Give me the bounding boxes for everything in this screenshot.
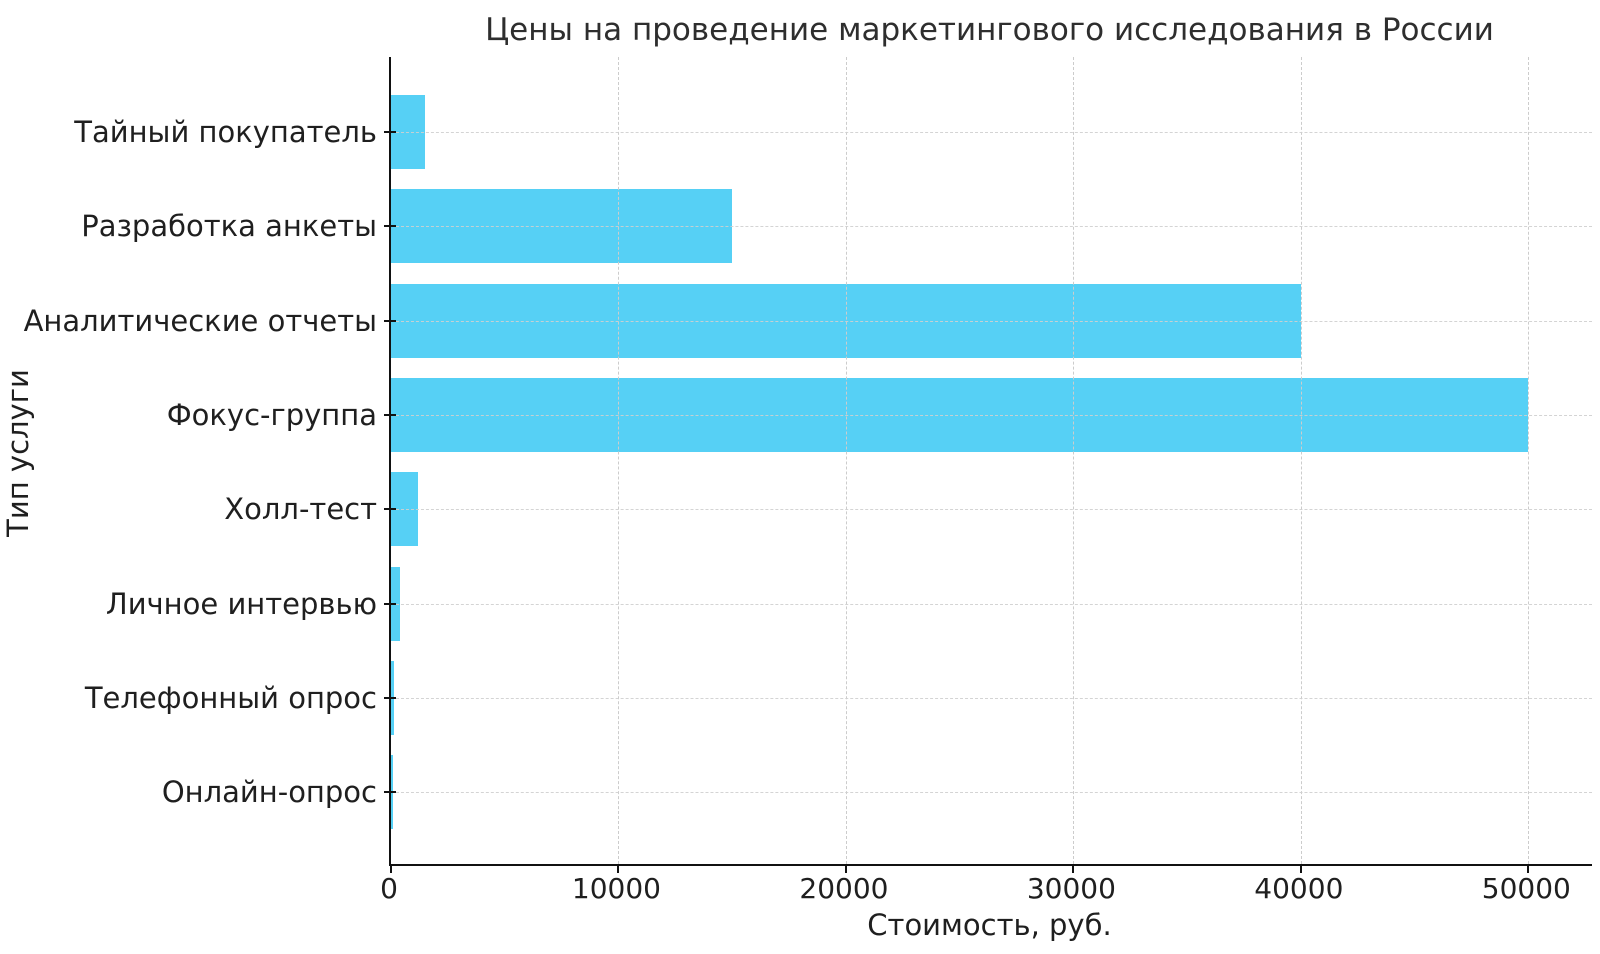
x-gridline <box>618 57 620 864</box>
x-gridline <box>845 57 847 864</box>
x-tick-label: 0 <box>380 872 398 905</box>
y-category-label: Фокус-группа <box>166 397 377 432</box>
y-category-label: Аналитические отчеты <box>23 303 377 338</box>
y-gridline <box>391 226 1592 228</box>
y-gridline <box>391 132 1592 133</box>
y-category-label: Личное интервью <box>105 586 377 621</box>
chart-title: Цены на проведение маркетингового исслед… <box>485 12 1494 48</box>
x-tick <box>1072 866 1075 873</box>
y-tick <box>384 791 396 794</box>
x-gridline <box>1073 57 1075 864</box>
x-tick-label: 10000 <box>571 872 661 905</box>
y-category-label: Холл-тест <box>224 492 377 527</box>
y-gridline <box>391 509 1592 511</box>
x-tick <box>617 866 620 873</box>
y-tick <box>384 696 396 699</box>
x-tick-label: 30000 <box>1026 872 1116 905</box>
x-tick <box>390 866 392 873</box>
y-category-label: Тайный покупатель <box>74 115 377 149</box>
x-tick <box>844 866 847 873</box>
x-tick-label: 50000 <box>1481 872 1571 905</box>
y-category-label: Разработка анкеты <box>81 209 377 244</box>
y-tick <box>384 131 396 133</box>
y-category-label: Онлайн-опрос <box>161 775 377 810</box>
y-gridline <box>391 792 1592 794</box>
y-gridline <box>391 414 1592 416</box>
plot-area <box>384 57 1592 873</box>
y-gridline <box>391 603 1592 605</box>
x-axis-label: Стоимость, руб. <box>867 908 1112 942</box>
y-gridline <box>391 697 1592 699</box>
x-gridline <box>1300 57 1302 864</box>
y-tick <box>384 508 396 511</box>
y-tick <box>384 602 396 605</box>
y-gridline <box>391 320 1592 322</box>
x-tick <box>1527 866 1530 873</box>
y-tick <box>384 225 396 228</box>
x-tick <box>1299 866 1302 873</box>
y-tick <box>384 413 396 416</box>
x-tick-label: 40000 <box>1254 872 1344 905</box>
x-gridline <box>1528 57 1530 864</box>
x-tick-label: 20000 <box>799 872 889 905</box>
y-category-label: Телефонный опрос <box>84 680 377 715</box>
y-tick <box>384 319 396 322</box>
